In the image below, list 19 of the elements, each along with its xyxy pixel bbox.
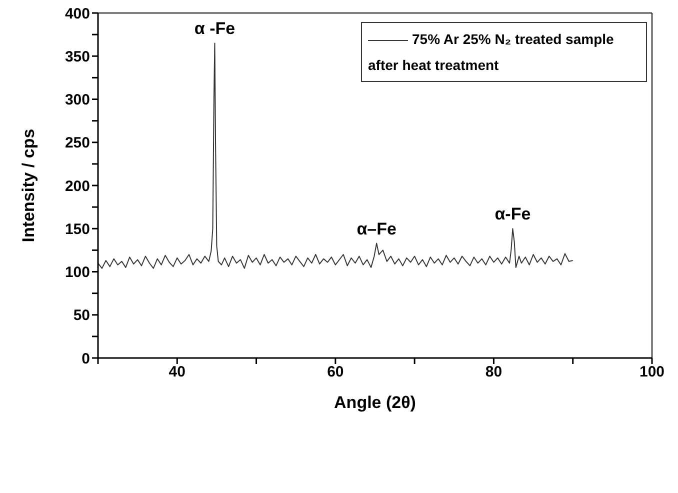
annotation: α-Fe [494, 204, 531, 224]
y-tick-label: 250 [64, 134, 90, 152]
y-tick-label: 0 [82, 350, 90, 368]
x-tick-label: 80 [485, 364, 502, 381]
x-tick-label: 100 [639, 364, 665, 381]
x-axis-title: Angle (2θ) [334, 393, 416, 412]
y-tick-label: 400 [64, 5, 90, 22]
y-tick-label: 100 [64, 264, 90, 282]
y-tick-label: 150 [64, 220, 90, 238]
y-axis-title: Intensity / cps [19, 128, 38, 242]
y-tick-label: 200 [64, 178, 90, 195]
x-tick-label: 40 [168, 364, 186, 381]
y-tick-label: 350 [64, 48, 90, 66]
y-tick-label: 300 [64, 92, 90, 109]
x-tick-label: 60 [327, 364, 344, 381]
legend-label: 75% Ar 25% N₂ treated sample after heat treatment [368, 31, 614, 73]
y-tick-label: 50 [73, 307, 90, 324]
annotation: α -Fe [194, 19, 236, 38]
annotation: α–Fe [356, 219, 396, 238]
